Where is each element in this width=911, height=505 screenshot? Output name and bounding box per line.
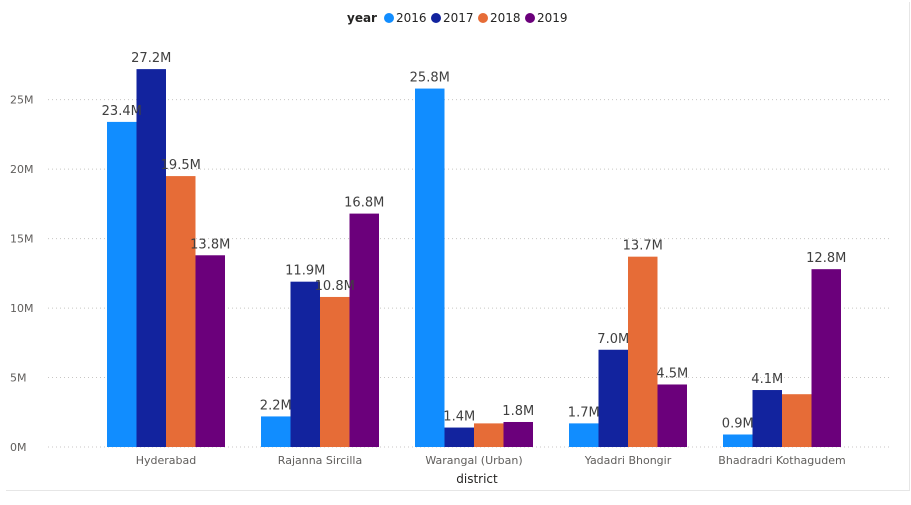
- y-tick-label: 25M: [10, 94, 34, 107]
- bar-2016[interactable]: [107, 121, 137, 448]
- bar-2019[interactable]: [811, 269, 842, 447]
- bar-2017[interactable]: [290, 281, 321, 447]
- bar-2016[interactable]: [415, 88, 445, 448]
- data-label: 7.0M: [597, 332, 629, 347]
- legend-label[interactable]: 2018: [490, 11, 521, 25]
- data-label: 1.4M: [443, 410, 475, 425]
- data-label: 1.7M: [568, 405, 600, 420]
- bar-2017[interactable]: [136, 69, 167, 447]
- bar-2016[interactable]: [261, 416, 291, 447]
- bar-2016[interactable]: [569, 423, 599, 447]
- legend-marker-2016: [384, 13, 394, 23]
- data-label: 23.4M: [102, 104, 142, 119]
- data-label: 12.8M: [806, 251, 846, 266]
- bars: [107, 69, 842, 448]
- legend-title: year: [347, 11, 377, 25]
- legend-label[interactable]: 2016: [396, 11, 427, 25]
- bar-2017[interactable]: [752, 390, 783, 447]
- data-label: 13.8M: [190, 237, 230, 252]
- data-label: 1.8M: [502, 404, 534, 419]
- legend-marker-2018: [478, 13, 488, 23]
- bar-2016[interactable]: [723, 434, 753, 447]
- bar-2019[interactable]: [657, 384, 688, 447]
- bar-2019[interactable]: [349, 213, 380, 447]
- data-label: 19.5M: [161, 158, 201, 173]
- y-tick-label: 10M: [10, 302, 34, 315]
- bar-2018[interactable]: [320, 296, 350, 447]
- y-tick-label: 20M: [10, 163, 34, 176]
- data-label: 27.2M: [131, 51, 171, 66]
- y-tick-label: 15M: [10, 233, 34, 246]
- bar-2018[interactable]: [166, 176, 196, 447]
- x-tick-label: Yadadri Bhongir: [584, 454, 672, 467]
- x-tick-label: Rajanna Sircilla: [278, 454, 362, 467]
- x-axis: Hyderabad Rajanna Sircilla Warangal (Urban…: [136, 454, 846, 486]
- x-tick-label: Bhadradri Kothagudem: [718, 454, 845, 467]
- bar-2019[interactable]: [503, 421, 534, 447]
- data-label: 13.7M: [623, 239, 663, 254]
- data-label: 4.5M: [656, 366, 688, 381]
- bar-2018[interactable]: [628, 256, 658, 447]
- legend-label[interactable]: 2017: [443, 11, 474, 25]
- data-label: 0.9M: [722, 416, 754, 431]
- y-axis: 0M 5M 10M 15M 20M 25M: [10, 94, 34, 454]
- bar-2017[interactable]: [444, 427, 475, 447]
- x-tick-label: Warangal (Urban): [425, 454, 522, 467]
- data-label: 4.1M: [751, 372, 783, 387]
- y-tick-label: 5M: [10, 372, 27, 385]
- bar-2017[interactable]: [598, 349, 629, 447]
- x-tick-label: Hyderabad: [136, 454, 197, 467]
- legend: year 2016 2017 2018 2019: [347, 11, 568, 25]
- y-tick-label: 0M: [10, 441, 27, 454]
- legend-marker-2019: [525, 13, 535, 23]
- legend-marker-2017: [431, 13, 441, 23]
- bar-2019[interactable]: [195, 255, 226, 447]
- bar-2018[interactable]: [782, 394, 812, 447]
- data-label: 10.8M: [315, 279, 355, 294]
- bar-2018[interactable]: [474, 423, 504, 447]
- data-label: 16.8M: [344, 196, 384, 211]
- data-label: 11.9M: [285, 264, 325, 279]
- x-axis-title: district: [456, 472, 498, 486]
- data-label: 2.2M: [260, 398, 292, 413]
- data-label: 25.8M: [410, 71, 450, 86]
- legend-label[interactable]: 2019: [537, 11, 568, 25]
- chart-frame: [6, 2, 910, 491]
